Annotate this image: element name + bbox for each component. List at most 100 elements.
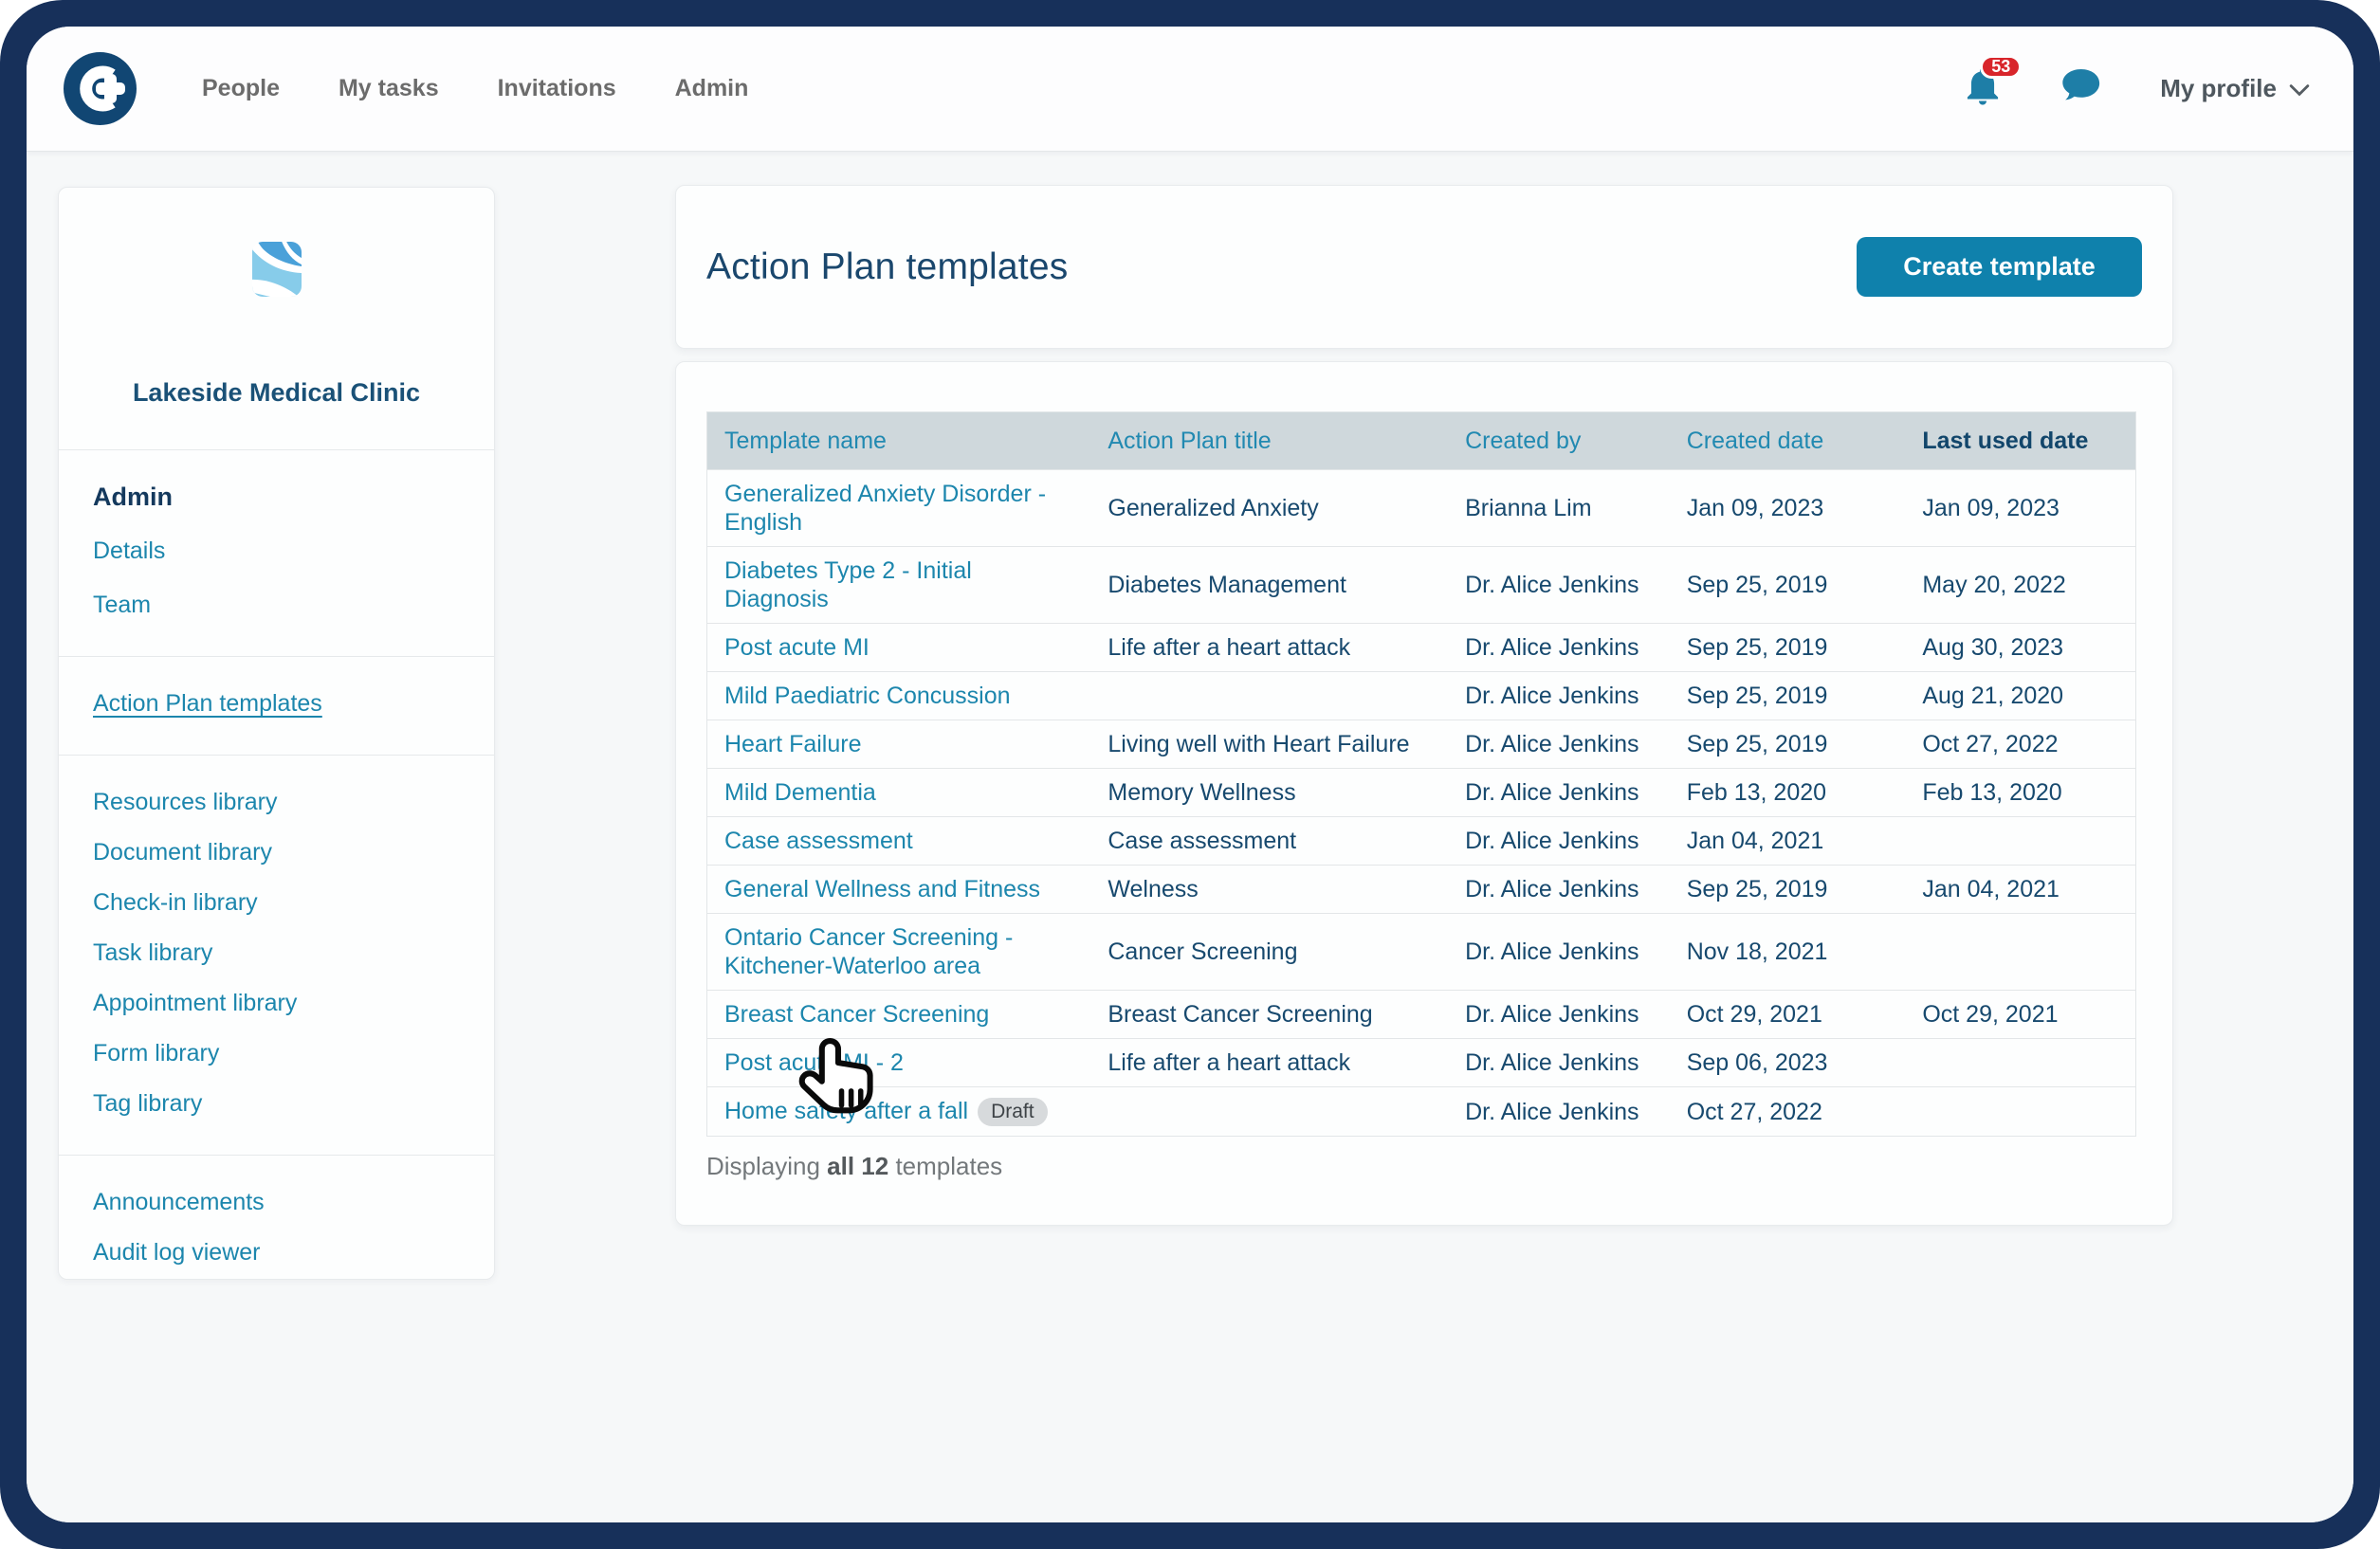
nav-item-people[interactable]: People: [202, 75, 280, 101]
topbar-actions: 53 My profile: [1961, 55, 2310, 113]
cell-last-used-date: Oct 27, 2022: [1907, 720, 2136, 769]
table-header-row: Template name Action Plan title Created …: [706, 411, 2136, 470]
templates-table: Template name Action Plan title Created …: [706, 411, 2136, 1138]
cell-created-by: Dr. Alice Jenkins: [1450, 623, 1672, 672]
cell-last-used-date: [1907, 816, 2136, 866]
notifications-button[interactable]: 53: [1961, 55, 2023, 113]
sidebar-item-check-in-library[interactable]: Check-in library: [93, 889, 258, 916]
column-header-template-name[interactable]: Template name: [706, 411, 1093, 470]
sidebar-section-admin: Admin Details Team: [59, 449, 494, 656]
cell-created-by: Dr. Alice Jenkins: [1450, 990, 1672, 1039]
cell-last-used-date: [1907, 913, 2136, 991]
cell-action-plan-title: Case assessment: [1092, 816, 1451, 866]
template-link[interactable]: Mild Paediatric Concussion: [724, 683, 1011, 709]
cell-template-name: Home safety after a fall Draft: [706, 1085, 1093, 1137]
template-link[interactable]: Home safety after a fall: [724, 1098, 969, 1124]
chat-bubble-icon: [2056, 64, 2105, 113]
table-row: Mild Dementia Memory Wellness Dr. Alice Je…: [706, 768, 2136, 817]
table-row: Heart Failure Living well with Heart Fail…: [706, 720, 2136, 769]
table-row: Breast Cancer Screening Breast Cancer Scr…: [706, 990, 2136, 1039]
cell-template-name: Mild Paediatric Concussion: [706, 671, 1093, 720]
cell-action-plan-title: [1092, 671, 1451, 720]
template-link[interactable]: Post acute MI - 2: [724, 1049, 904, 1076]
nav-item-admin[interactable]: Admin: [674, 75, 749, 101]
sidebar-item-team[interactable]: Team: [93, 592, 152, 618]
template-link[interactable]: Post acute MI: [724, 634, 870, 661]
sidebar-item-tag-library[interactable]: Tag library: [93, 1090, 203, 1117]
table-row: Ontario Cancer Screening - Kitchener-Wat…: [706, 913, 2136, 991]
cell-created-by: Dr. Alice Jenkins: [1450, 1085, 1672, 1137]
profile-menu[interactable]: My profile: [2160, 74, 2310, 103]
cell-last-used-date: [1907, 1038, 2136, 1087]
topbar: People My tasks Invitations Admin 53: [27, 27, 2353, 152]
sidebar-heading-admin: Admin: [93, 483, 173, 511]
cell-template-name: Post acute MI: [706, 623, 1093, 672]
cell-created-date: Sep 25, 2019: [1671, 720, 1908, 769]
template-link[interactable]: General Wellness and Fitness: [724, 876, 1041, 902]
sidebar-section-action-plan-templates: Action Plan templates: [59, 656, 494, 755]
create-template-button[interactable]: Create template: [1857, 237, 2142, 297]
nav-item-my-tasks[interactable]: My tasks: [338, 75, 439, 101]
cell-template-name: Mild Dementia: [706, 768, 1093, 817]
column-header-created-by[interactable]: Created by: [1450, 411, 1672, 470]
template-link[interactable]: Ontario Cancer Screening - Kitchener-Wat…: [724, 924, 1014, 979]
column-header-created-date[interactable]: Created date: [1671, 411, 1908, 470]
cell-last-used-date: Aug 30, 2023: [1907, 623, 2136, 672]
clinic-name: Lakeside Medical Clinic: [132, 378, 421, 407]
sidebar-item-announcements[interactable]: Announcements: [93, 1189, 265, 1215]
page-header-card: Action Plan templates Create template: [675, 185, 2173, 349]
cell-last-used-date: Jan 04, 2021: [1907, 865, 2136, 914]
cell-action-plan-title: Life after a heart attack: [1092, 623, 1451, 672]
cell-created-date: Sep 25, 2019: [1671, 623, 1908, 672]
cell-last-used-date: May 20, 2022: [1907, 546, 2136, 624]
sidebar-section-libraries: Resources library Document library Check…: [59, 755, 494, 1155]
sidebar-item-audit-log-viewer[interactable]: Audit log viewer: [93, 1239, 261, 1266]
cell-created-date: Jan 04, 2021: [1671, 816, 1908, 866]
table-row: Post acute MI - 2 Life after a heart atta…: [706, 1038, 2136, 1087]
cell-last-used-date: Aug 21, 2020: [1907, 671, 2136, 720]
main-panel: Action Plan templates Create template Te…: [675, 185, 2173, 1227]
cell-created-by: Dr. Alice Jenkins: [1450, 671, 1672, 720]
cell-template-name: Case assessment: [706, 816, 1093, 866]
main-nav: People My tasks Invitations Admin: [202, 75, 748, 102]
table-body: Generalized Anxiety Disorder - English Ge…: [706, 469, 2136, 1137]
cell-created-by: Dr. Alice Jenkins: [1450, 913, 1672, 991]
cell-action-plan-title: Life after a heart attack: [1092, 1038, 1451, 1087]
cell-template-name: Ontario Cancer Screening - Kitchener-Wat…: [706, 913, 1093, 991]
cell-created-date: Sep 25, 2019: [1671, 865, 1908, 914]
table-row: Generalized Anxiety Disorder - English Ge…: [706, 469, 2136, 547]
app-logo-icon[interactable]: [64, 52, 137, 125]
cell-last-used-date: [1907, 1085, 2136, 1137]
template-link[interactable]: Breast Cancer Screening: [724, 1001, 990, 1028]
profile-label: My profile: [2160, 74, 2277, 102]
cell-created-by: Dr. Alice Jenkins: [1450, 1038, 1672, 1087]
cell-template-name: Breast Cancer Screening: [706, 990, 1093, 1039]
sidebar-item-document-library[interactable]: Document library: [93, 839, 272, 866]
cell-template-name: General Wellness and Fitness: [706, 865, 1093, 914]
template-link[interactable]: Case assessment: [724, 828, 913, 854]
cell-template-name: Diabetes Type 2 - Initial Diagnosis: [706, 546, 1093, 624]
table-summary: Displaying all 12 templates: [706, 1152, 2136, 1181]
column-header-last-used-date[interactable]: Last used date: [1907, 411, 2136, 470]
sidebar-item-resources-library[interactable]: Resources library: [93, 789, 278, 815]
column-header-action-plan-title[interactable]: Action Plan title: [1092, 411, 1451, 470]
template-link[interactable]: Mild Dementia: [724, 779, 876, 806]
template-link[interactable]: Diabetes Type 2 - Initial Diagnosis: [724, 557, 972, 612]
sidebar: Lakeside Medical Clinic Admin Details Te…: [58, 187, 495, 1280]
nav-item-invitations[interactable]: Invitations: [497, 75, 616, 101]
cell-last-used-date: Oct 29, 2021: [1907, 990, 2136, 1039]
sidebar-item-action-plan-templates[interactable]: Action Plan templates: [93, 690, 322, 717]
cell-last-used-date: Feb 13, 2020: [1907, 768, 2136, 817]
sidebar-item-appointment-library[interactable]: Appointment library: [93, 990, 298, 1016]
sidebar-item-form-library[interactable]: Form library: [93, 1040, 220, 1066]
messages-button[interactable]: [2056, 64, 2105, 113]
cell-action-plan-title: Living well with Heart Failure: [1092, 720, 1451, 769]
template-link[interactable]: Generalized Anxiety Disorder - English: [724, 481, 1047, 536]
template-link[interactable]: Heart Failure: [724, 731, 862, 757]
cell-created-by: Dr. Alice Jenkins: [1450, 816, 1672, 866]
sidebar-item-details[interactable]: Details: [93, 538, 166, 564]
cell-created-date: Feb 13, 2020: [1671, 768, 1908, 817]
app-window: People My tasks Invitations Admin 53: [27, 27, 2353, 1522]
summary-prefix: Displaying: [706, 1152, 828, 1181]
sidebar-item-task-library[interactable]: Task library: [93, 939, 213, 966]
